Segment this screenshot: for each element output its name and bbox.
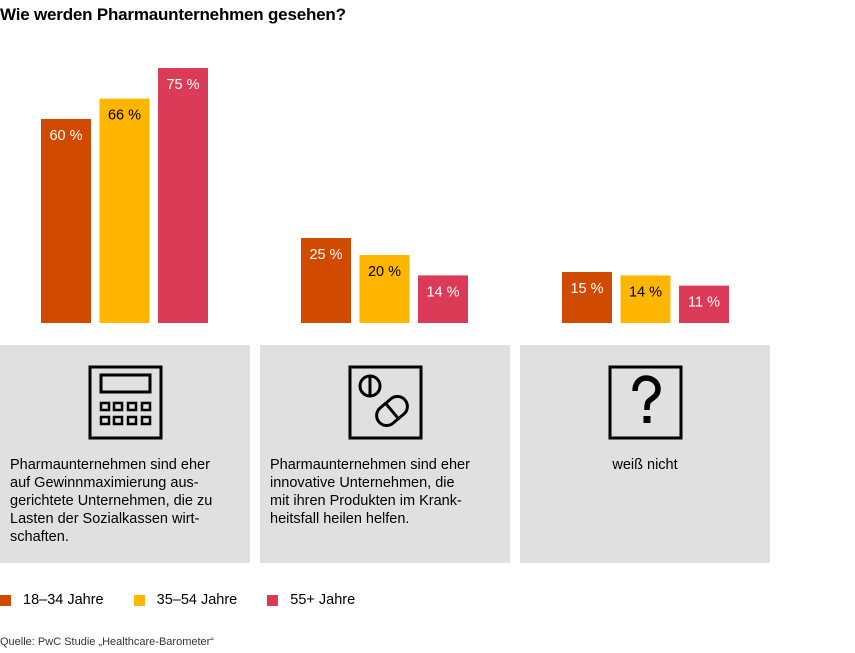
bar-label-2-3: 14 % (629, 284, 662, 300)
legend-item-18-34: 18–34 Jahre (0, 592, 104, 608)
category-panel-innovative: Pharmaunternehmen sind eher innovative U… (260, 345, 510, 563)
calculator-icon (88, 365, 163, 440)
bar-label-1-3: 15 % (570, 281, 603, 297)
bar-label-2-1: 66 % (108, 108, 141, 124)
legend-swatch (133, 594, 145, 606)
bar-3-2 (418, 275, 468, 323)
bar-label-2-2: 20 % (368, 264, 401, 280)
pills-icon (348, 365, 423, 440)
legend-label: 35–54 Jahre (156, 592, 238, 608)
legend-item-35-54: 35–54 Jahre (133, 592, 238, 608)
bar-3-3 (679, 285, 729, 323)
source-note: Quelle: PwC Studie „Healthcare-Barometer… (0, 636, 214, 648)
bar-chart: 60 % 25 % 15 % 66 % 20 % 14 % 75 % 14 % 11 % (41, 68, 729, 323)
chart-legend: 18–34 Jahre 35–54 Jahre 55+ Jahre (0, 591, 385, 609)
bar-2-2 (359, 255, 410, 323)
bar-label-1-1: 60 % (49, 128, 82, 144)
bar-3-1 (158, 68, 208, 323)
panel-caption: Pharmaunternehmen sind eher auf Gewinnma… (10, 457, 213, 545)
legend-item-55-plus: 55+ Jahre (267, 592, 355, 608)
legend-swatch (0, 594, 11, 606)
legend-label: 55+ Jahre (290, 592, 356, 608)
question-mark-icon (608, 365, 683, 440)
category-panel-dont-know: weiß nicht (520, 345, 770, 563)
bar-label-3-3: 11 % (688, 295, 720, 311)
bar-1-1 (41, 119, 91, 323)
bar-label-1-2: 25 % (309, 247, 342, 263)
page-title: Wie werden Pharmaunternehmen gesehen? (0, 5, 346, 24)
panel-caption: weiß nicht (612, 457, 678, 473)
bar-2-1 (99, 98, 150, 323)
bar-label-3-1: 75 % (166, 77, 199, 93)
bar-label-3-2: 14 % (426, 284, 459, 300)
bar-2-3 (620, 275, 671, 323)
bar-1-3 (562, 272, 612, 323)
legend-swatch (267, 594, 279, 606)
panel-caption: Pharmaunternehmen sind eher innovative U… (270, 457, 470, 527)
legend-label: 18–34 Jahre (23, 592, 104, 608)
category-panel-profit: Pharmaunternehmen sind eher auf Gewinnma… (0, 345, 250, 563)
bar-1-2 (301, 238, 351, 323)
